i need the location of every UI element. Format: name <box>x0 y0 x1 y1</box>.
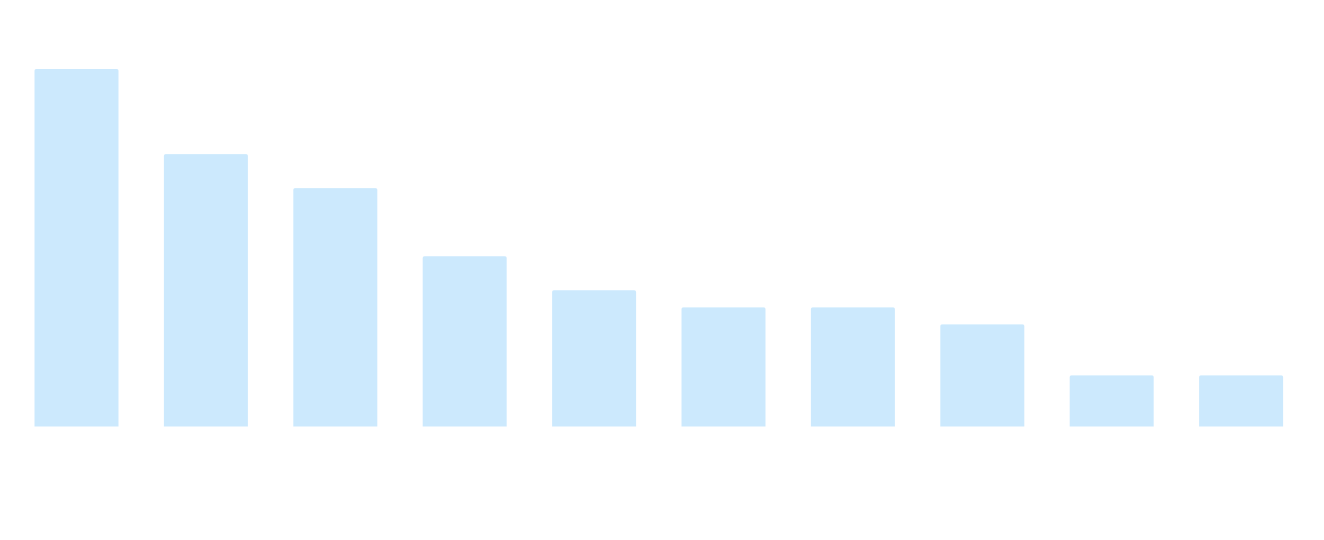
bar <box>552 290 637 427</box>
bar <box>293 188 378 427</box>
bar <box>681 307 766 427</box>
bar <box>422 256 507 427</box>
bar <box>163 154 248 427</box>
bar <box>1199 375 1284 427</box>
bar <box>34 69 119 427</box>
bar <box>940 324 1025 427</box>
bar <box>810 307 895 427</box>
bar <box>1069 375 1154 427</box>
